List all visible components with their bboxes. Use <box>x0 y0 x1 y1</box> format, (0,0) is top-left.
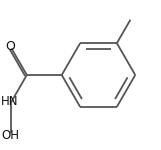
Text: O: O <box>5 40 15 53</box>
Text: HN: HN <box>1 95 18 108</box>
Text: OH: OH <box>1 129 19 142</box>
